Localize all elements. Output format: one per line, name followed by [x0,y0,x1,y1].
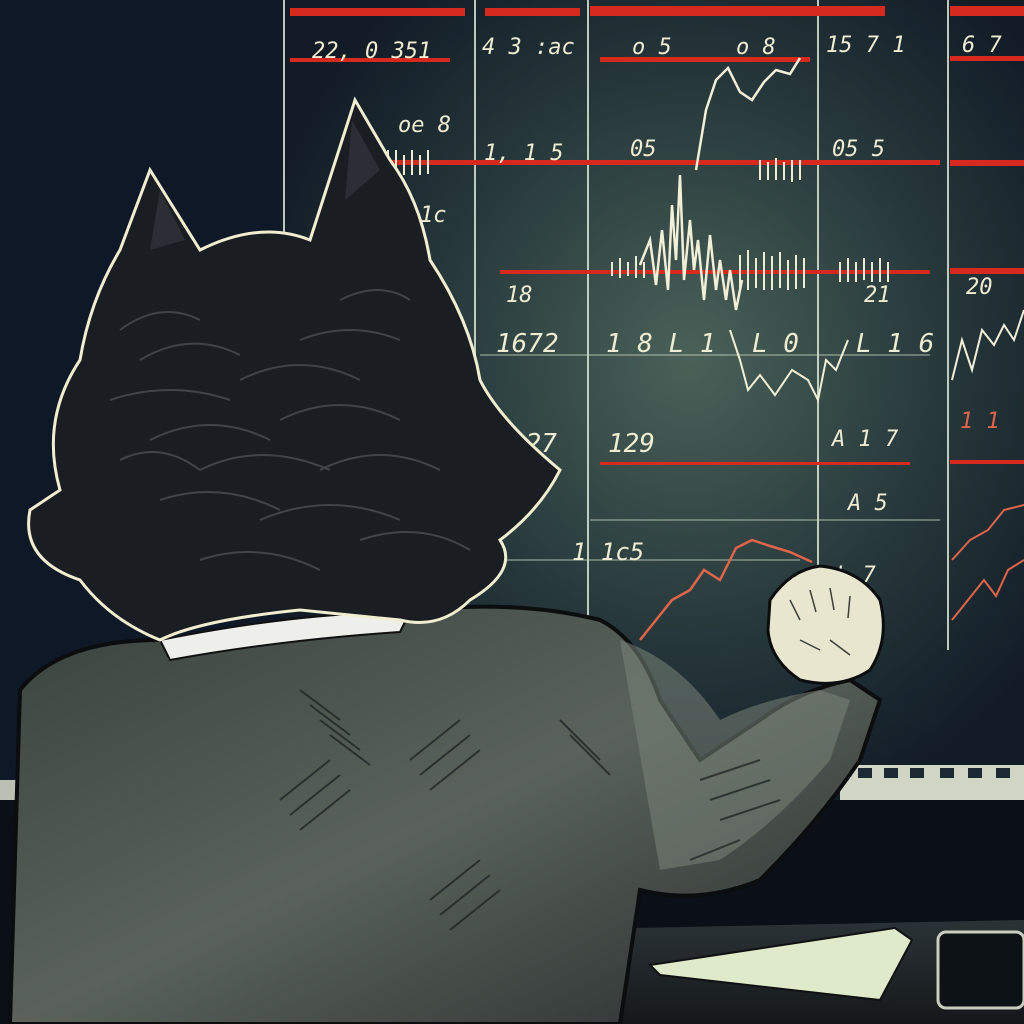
board-label: L 1 6 [856,329,934,359]
ticker-strips [290,6,1024,465]
board-label: 15 7 1 [826,33,905,58]
board-label: A 5 [846,491,888,516]
paper-notepad [647,926,914,1002]
board-label: 4 3 :ac [482,35,575,60]
chart-line-red-right-2 [951,504,1024,561]
board-label: 129 [608,429,655,459]
board-label: 1 1 [960,409,1000,434]
board-label: 18 [506,283,533,308]
chart-line-mid [729,329,849,404]
board-label: 6 7 [962,33,1002,58]
board-label: 1, 1 5 [484,141,563,166]
board-label: A 1 7 [830,427,899,452]
chart-line-red [639,538,813,641]
board-label: L 0 [752,329,799,359]
board-label: o 8 [736,35,776,60]
suit-hatching [279,689,781,931]
board-label: 1672 [496,329,559,359]
arm-highlight [620,640,850,870]
board-label: 05 5 [832,137,885,162]
board-label: 21 [864,283,891,308]
chart-line-spiky [638,174,744,311]
board-label: oe 8 [398,113,451,138]
left-ear-inner [150,190,185,250]
board-label: 22, 0 351 [312,39,431,64]
shirt-collar [158,610,412,662]
board-label: 1 8 L 1 [606,329,716,359]
board-label: 1c [420,203,447,228]
ledge-keys [858,768,1010,778]
chart-line-right [951,309,1024,381]
board-grid-vertical [283,0,949,650]
board-grid-horizontal [480,354,940,561]
chart-line-red-right [951,559,1024,621]
phone-device [936,930,1024,1010]
board-label: 20 [966,275,993,300]
paw-fur-lines [789,587,851,656]
right-ear-inner [345,120,380,200]
paw-hand [766,564,885,685]
board-label: 1 1c5 [572,538,644,566]
chart-line-rising [694,57,802,171]
board-label: o 5 [632,35,672,60]
board-label: 05 [630,137,657,162]
fur-texture [109,289,471,571]
tick-clusters [387,150,889,290]
